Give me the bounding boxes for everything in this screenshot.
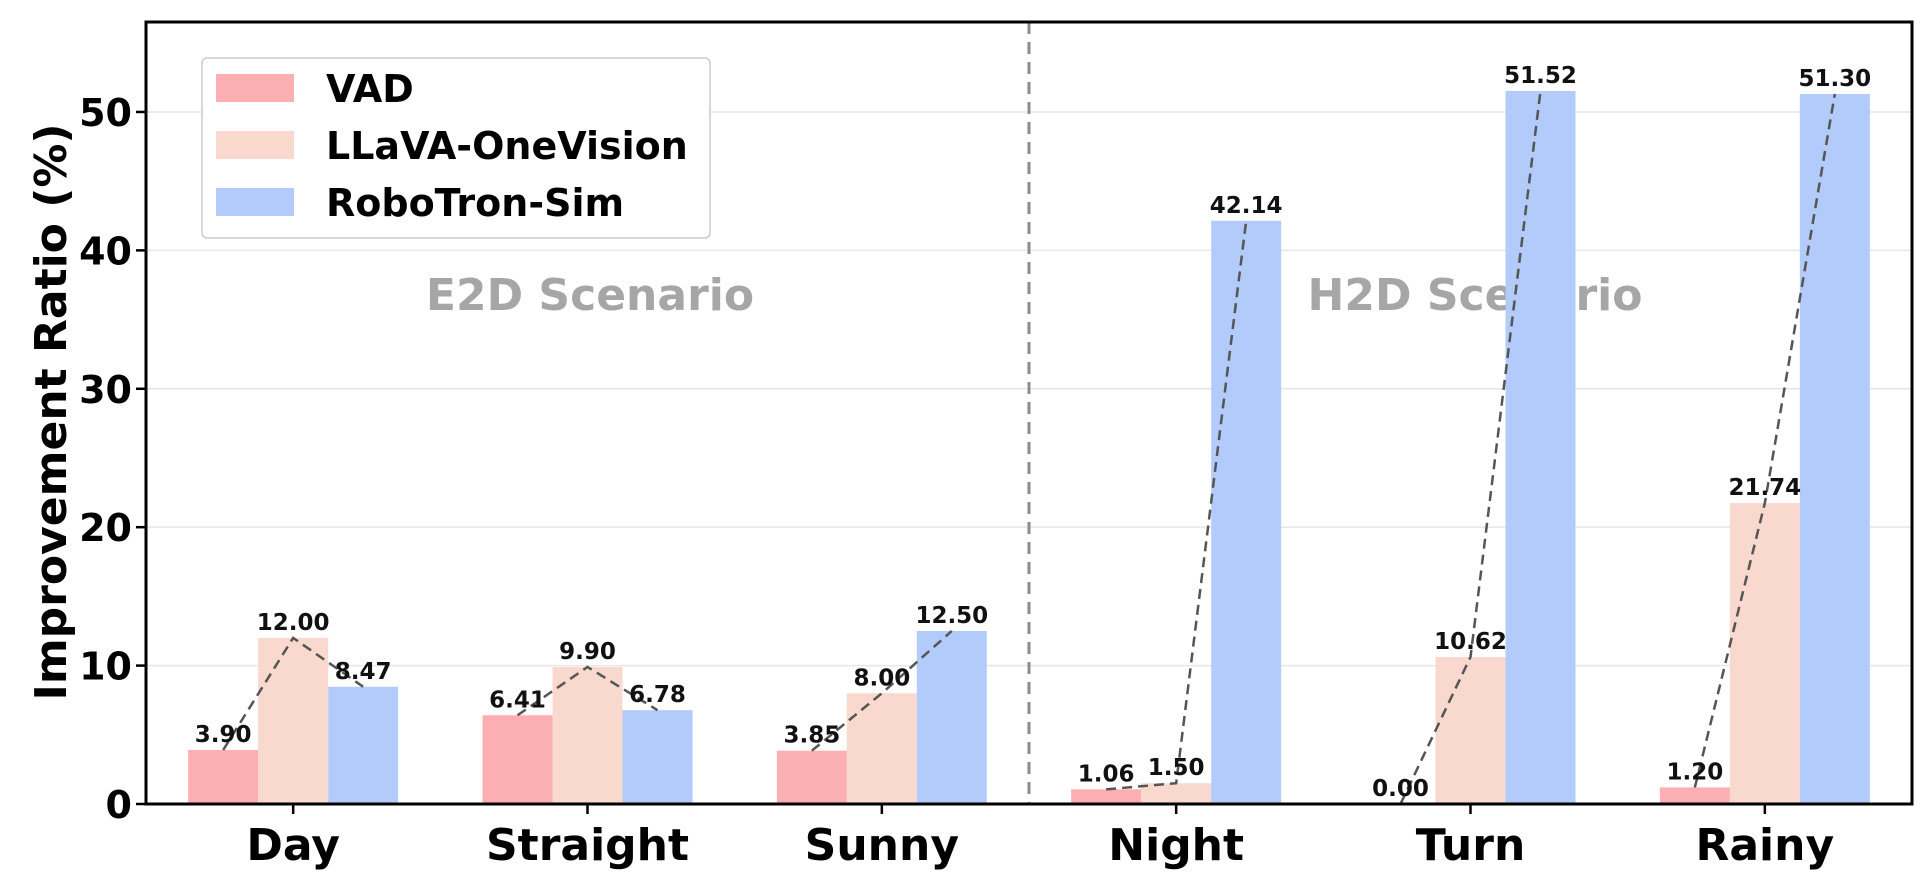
y-axis-title: Improvement Ratio (%) xyxy=(26,123,77,700)
bar-night-2 xyxy=(1211,220,1282,804)
bar-rainy-2 xyxy=(1799,93,1870,804)
scenario-label-e2d: E2D Scenario xyxy=(426,270,754,321)
bar-day-2 xyxy=(328,686,399,804)
connector-line-sunny xyxy=(811,630,953,752)
y-axis-ticks: 0 10 20 30 40 50 xyxy=(79,91,146,827)
x-tick-label-sunny: Sunny xyxy=(805,820,959,871)
data-label: 1.06 xyxy=(1078,761,1135,787)
data-label: 6.41 xyxy=(489,687,546,713)
data-label: 12.00 xyxy=(257,610,330,636)
legend-swatch-1 xyxy=(216,131,294,159)
x-tick-label-straight: Straight xyxy=(486,820,689,871)
bar-sunny-1 xyxy=(846,693,917,804)
scenario-annotations: E2D Scenario H2D Scenario xyxy=(426,270,1643,321)
data-label: 12.50 xyxy=(915,603,988,629)
connector-line-straight xyxy=(516,665,659,717)
y-tick-label: 0 xyxy=(106,783,132,827)
bar-night-1 xyxy=(1141,783,1212,804)
x-axis-ticks: Day Straight Sunny Night Turn Rainy xyxy=(246,804,1834,871)
legend-label-0: VAD xyxy=(326,67,414,111)
connector-line-day xyxy=(222,636,364,751)
bar-straight-0 xyxy=(482,715,553,804)
connector-lines xyxy=(222,90,1837,805)
data-label: 6.78 xyxy=(629,682,686,708)
data-label: 9.90 xyxy=(559,639,616,665)
y-tick-label: 20 xyxy=(79,506,132,550)
connector-line-turn xyxy=(1399,90,1542,805)
data-label: 51.52 xyxy=(1504,63,1577,89)
bar-turn-2 xyxy=(1505,90,1576,804)
bar-sunny-2 xyxy=(916,630,987,804)
data-label: 8.00 xyxy=(853,665,910,691)
bars xyxy=(188,90,1870,804)
plot-frame xyxy=(144,20,1914,806)
y-tick-label: 50 xyxy=(79,91,132,135)
x-tick-label-day: Day xyxy=(246,820,340,871)
data-label: 1.20 xyxy=(1666,759,1723,785)
x-tick-label-night: Night xyxy=(1108,820,1244,871)
data-label: 8.47 xyxy=(335,659,392,685)
bar-turn-1 xyxy=(1435,657,1506,804)
bar-straight-2 xyxy=(622,710,693,804)
legend-swatch-0 xyxy=(216,74,294,102)
legend: VAD LLaVA-OneVision RoboTron-Sim xyxy=(201,57,711,239)
bar-sunny-0 xyxy=(776,750,847,804)
y-tick-label: 30 xyxy=(79,368,132,412)
data-label: 42.14 xyxy=(1210,193,1283,219)
y-tick-label: 10 xyxy=(79,645,132,689)
legend-label-2: RoboTron-Sim xyxy=(326,181,624,225)
bar-rainy-1 xyxy=(1729,503,1800,804)
data-label: 3.90 xyxy=(195,722,252,748)
connector-line-night xyxy=(1106,220,1248,791)
legend-swatch-2 xyxy=(216,188,294,216)
legend-box xyxy=(201,57,711,239)
scenario-label-h2d: H2D Scenario xyxy=(1308,270,1643,321)
x-tick-label-rainy: Rainy xyxy=(1695,820,1834,871)
bar-night-0 xyxy=(1071,789,1142,804)
legend-label-1: LLaVA-OneVision xyxy=(326,124,688,168)
data-label: 0.00 xyxy=(1372,776,1429,802)
data-label: 1.50 xyxy=(1148,755,1205,781)
data-label: 3.85 xyxy=(783,723,840,749)
data-label: 21.74 xyxy=(1728,475,1801,501)
x-tick-label-turn: Turn xyxy=(1416,820,1526,871)
bar-day-1 xyxy=(258,637,329,804)
data-label: 51.30 xyxy=(1798,66,1871,92)
data-label: 10.62 xyxy=(1434,629,1507,655)
y-tick-label: 40 xyxy=(79,229,132,273)
connector-line-rainy xyxy=(1693,93,1837,788)
bar-rainy-0 xyxy=(1659,787,1730,804)
bar-day-0 xyxy=(188,750,259,804)
data-labels: 3.90 6.41 3.85 1.06 0.00 1.20 12.00 9.90 8.00 1.5… xyxy=(195,63,1871,802)
bar-straight-1 xyxy=(552,666,623,804)
